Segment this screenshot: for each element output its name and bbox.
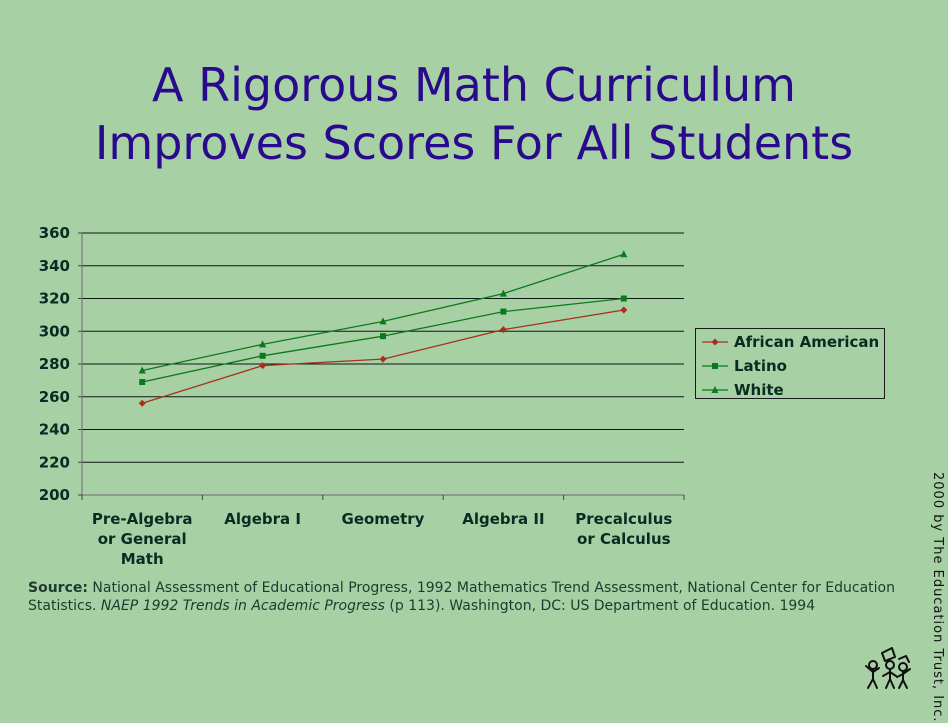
- title-line-1: A Rigorous Math Curriculum: [152, 58, 796, 112]
- copyright-credit: 2000 by The Education Trust, Inc.: [930, 472, 945, 723]
- x-tick-label-line: or Calculus: [577, 530, 671, 548]
- y-tick-label: 220: [39, 453, 70, 471]
- x-tick-label-line: Geometry: [342, 510, 425, 528]
- data-point: [138, 366, 146, 374]
- data-point: [379, 355, 387, 363]
- gridlines: [82, 232, 684, 463]
- x-tick-label-line: Math: [121, 550, 164, 568]
- series-line: [142, 297, 624, 383]
- legend-label: Latino: [734, 357, 787, 375]
- x-tick-label-line: Precalculus: [575, 510, 672, 528]
- x-tick-label: Geometry: [342, 510, 425, 528]
- x-axis-labels: Pre-Algebra or General Math Algebra I Geomet…: [92, 510, 673, 568]
- series-african-american: [138, 306, 628, 407]
- legend-marker-diamond-icon: [702, 338, 728, 346]
- series: [138, 250, 628, 407]
- data-point: [380, 333, 386, 340]
- data-point: [259, 340, 267, 348]
- x-tick-label: Precalculus or Calculus: [575, 510, 672, 548]
- y-tick-label: 300: [39, 322, 70, 340]
- data-point: [139, 379, 146, 386]
- x-tick-label-line: Algebra I: [224, 510, 301, 528]
- data-point: [620, 250, 628, 258]
- x-tick-label: Pre-Algebra or General Math: [92, 510, 193, 568]
- series-white: [138, 250, 628, 374]
- y-tick-label: 320: [39, 290, 70, 308]
- x-tick-label: Algebra I: [224, 510, 301, 528]
- y-tick-label: 260: [39, 388, 70, 406]
- y-tick-label: 360: [39, 224, 70, 242]
- data-point: [499, 289, 507, 297]
- data-point: [259, 352, 266, 359]
- data-point: [620, 295, 627, 302]
- title-line-2: Improves Scores For All Students: [94, 116, 854, 170]
- data-point: [379, 317, 387, 325]
- y-tick-label: 280: [39, 355, 70, 373]
- legend-marker-triangle-icon: [702, 386, 728, 393]
- data-point: [138, 399, 146, 407]
- source-text-2: (p 113). Washington, DC: US Department o…: [384, 598, 816, 614]
- education-trust-logo-icon: [865, 647, 911, 689]
- x-tick-label-line: Algebra II: [462, 510, 544, 528]
- legend-label: African American: [734, 333, 880, 351]
- data-point: [620, 306, 628, 314]
- data-point: [499, 326, 507, 334]
- chart-legend: African American Latino White: [695, 328, 885, 399]
- x-tick-label-line: Pre-Algebra: [92, 510, 193, 528]
- y-axis-labels: 360 340 320 300 280 260 240 220 200: [39, 224, 70, 504]
- series-line: [142, 253, 625, 372]
- source-note: Source: National Assessment of Education…: [28, 579, 918, 615]
- axes: [78, 232, 685, 500]
- legend-marker-square-icon: [702, 363, 728, 369]
- source-text-1: National Assessment of Educational Progr…: [28, 580, 895, 614]
- y-tick-label: 200: [39, 486, 70, 504]
- legend-label: White: [734, 381, 784, 399]
- data-point: [259, 362, 267, 370]
- y-tick-label: 240: [39, 421, 70, 439]
- series-latino: [139, 295, 627, 386]
- x-tick-label: Algebra II: [462, 510, 544, 528]
- source-label: Source:: [28, 580, 88, 596]
- source-publication-title: NAEP 1992 Trends in Academic Progress: [100, 598, 385, 614]
- slide-title: A Rigorous Math Curriculum Improves Scor…: [0, 56, 948, 172]
- x-tick-label-line: or General: [98, 530, 187, 548]
- data-point: [500, 308, 507, 315]
- y-tick-label: 340: [39, 257, 70, 275]
